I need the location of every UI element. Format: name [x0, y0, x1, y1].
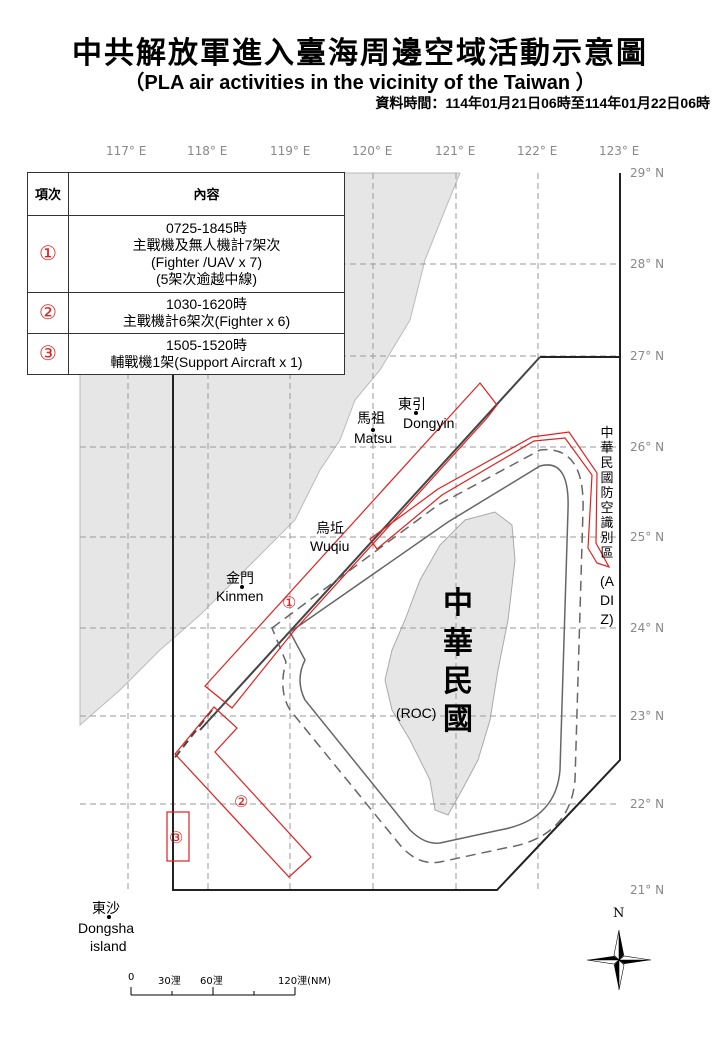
row-desc-zh: 主戰機及無人機計7架次 [132, 237, 281, 253]
kinmen-label-zh: 金門 [226, 570, 254, 586]
scale-bar [130, 987, 296, 996]
page-title: 中共解放軍進入臺海周邊空域活動示意圖 [72, 36, 648, 71]
table-row: ② 1030-1620時 主戰機計6架次(Fighter x 6) [27, 292, 345, 334]
lat-label: 23° N [630, 709, 665, 723]
lon-label: 120° E [352, 144, 393, 158]
row-number: ② [27, 292, 69, 334]
wuqiu-label-zh: 烏坵 [316, 520, 344, 536]
wuqiu-label-en: Wuqiu [310, 538, 350, 554]
scale-label: 30浬 [158, 976, 181, 987]
row-number: ① [27, 215, 69, 293]
dongyin-label-zh: 東引 [398, 396, 426, 412]
matsu-label-en: Matsu [354, 430, 393, 446]
table-row: ① 0725-1845時 主戰機及無人機計7架次 (Fighter /UAV x 7… [27, 215, 345, 293]
zone-label-1: ① [282, 593, 297, 612]
lon-label: 118° E [187, 144, 228, 158]
dongsha-label-en-2: island [90, 938, 127, 954]
scale-label: 120浬(NM) [278, 976, 331, 987]
row-time: 1030-1620時 [166, 296, 247, 312]
scale-label: 0 [128, 972, 135, 983]
table-header-content: 內容 [68, 172, 345, 216]
activity-zone-1 [204, 382, 498, 709]
dongsha-label-en: Dongsha [78, 920, 135, 936]
roc-label-en: (ROC) [396, 705, 437, 721]
activity-zone-3 [166, 811, 190, 862]
row-desc: 主戰機計6架次(Fighter x 6) [122, 313, 291, 329]
row-desc: 輔戰機1架(Support Aircraft x 1) [110, 354, 303, 370]
table-row: ③ 1505-1520時 輔戰機1架(Support Aircraft x 1) [27, 333, 345, 375]
lon-label: 121° E [435, 144, 476, 158]
compass-rose-icon [586, 929, 652, 991]
roc-label-zh: 民 [443, 664, 473, 699]
dongsha-dot [107, 915, 111, 919]
row-note: (5架次逾越中線) [155, 271, 258, 287]
roc-label-zh: 國 [443, 702, 473, 737]
row-number: ③ [27, 333, 69, 375]
page-subtitle: （PLA air activities in the vicinity of t… [124, 72, 596, 94]
compass-north-label: N [613, 906, 625, 921]
lon-label: 117° E [106, 144, 147, 158]
zone-label-2: ② [234, 792, 249, 811]
lat-label: 24° N [630, 621, 665, 635]
dongyin-label-en: Dongyin [403, 415, 455, 431]
median-line-dashed [172, 709, 213, 761]
lat-label: 26° N [630, 440, 665, 454]
adiz-boundary [172, 173, 621, 891]
adiz-label-zh: 中華民國防空識別區 [600, 425, 614, 560]
kinmen-label-en: Kinmen [216, 588, 264, 604]
lat-label: 28° N [630, 257, 665, 271]
data-time: 資料時間：114年01月21日06時至114年01月22日06時 [375, 95, 710, 111]
row-time: 0725-1845時 [166, 220, 247, 236]
matsu-label-zh: 馬祖 [357, 410, 385, 426]
row-time: 1505-1520時 [166, 337, 247, 353]
lat-label: 25° N [630, 530, 665, 544]
roc-label-zh: 中 [443, 586, 473, 621]
activity-table: 項次 內容 ① 0725-1845時 主戰機及無人機計7架次 (Fighter /UA… [27, 172, 345, 375]
table-header-item: 項次 [27, 172, 69, 216]
territorial-buffer-dashed [271, 448, 584, 864]
dongsha-label-zh: 東沙 [92, 900, 120, 916]
matsu-dot [371, 428, 375, 432]
row-desc-en: (Fighter /UAV x 7) [151, 254, 262, 270]
lat-label: 22° N [630, 797, 665, 811]
roc-label-zh: 華 [443, 626, 473, 661]
taiwan-land [384, 511, 516, 816]
dongyin-dot [414, 411, 418, 415]
adiz-label-en: (ADIZ) [600, 573, 614, 627]
lon-label: 123° E [599, 144, 640, 158]
contiguous-zone-line [289, 464, 569, 844]
lat-label: 27° N [630, 349, 665, 363]
lon-label: 119° E [270, 144, 311, 158]
activity-zone-2 [174, 706, 312, 878]
median-line [199, 356, 541, 731]
scale-label: 60浬 [200, 976, 223, 987]
lat-label: 29° N [630, 166, 665, 180]
zone-label-3: ③ [169, 828, 184, 847]
activity-zone-1-corridor [369, 431, 611, 569]
kinmen-dot [240, 585, 244, 589]
lat-label: 21° N [630, 883, 665, 897]
lon-label: 122° E [517, 144, 558, 158]
